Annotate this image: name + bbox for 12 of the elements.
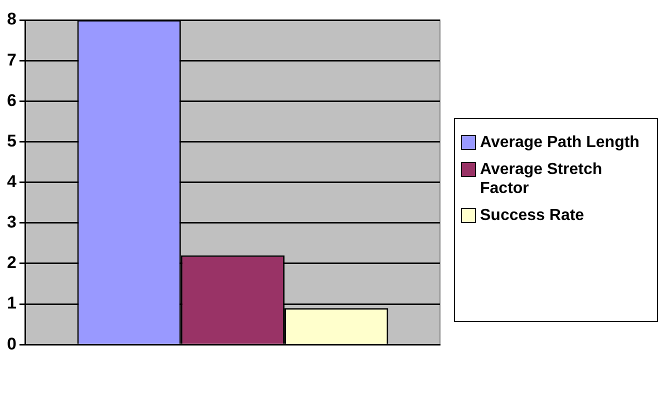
y-tick-label: 3 [6,212,16,232]
y-tick-label: 0 [6,334,16,354]
y-tick-label: 8 [6,10,16,29]
legend-label: Success Rate [480,206,584,225]
legend-label: Average Stretch Factor [480,160,604,198]
y-tick-label: 5 [6,131,16,150]
legend-label: Average Path Length [480,133,640,152]
y-tick-label: 1 [6,294,16,313]
y-tick-label: 2 [6,253,16,272]
y-tick-label: 6 [6,90,16,110]
y-tick-label: 7 [6,50,16,70]
y-tick-label: 4 [6,172,17,191]
